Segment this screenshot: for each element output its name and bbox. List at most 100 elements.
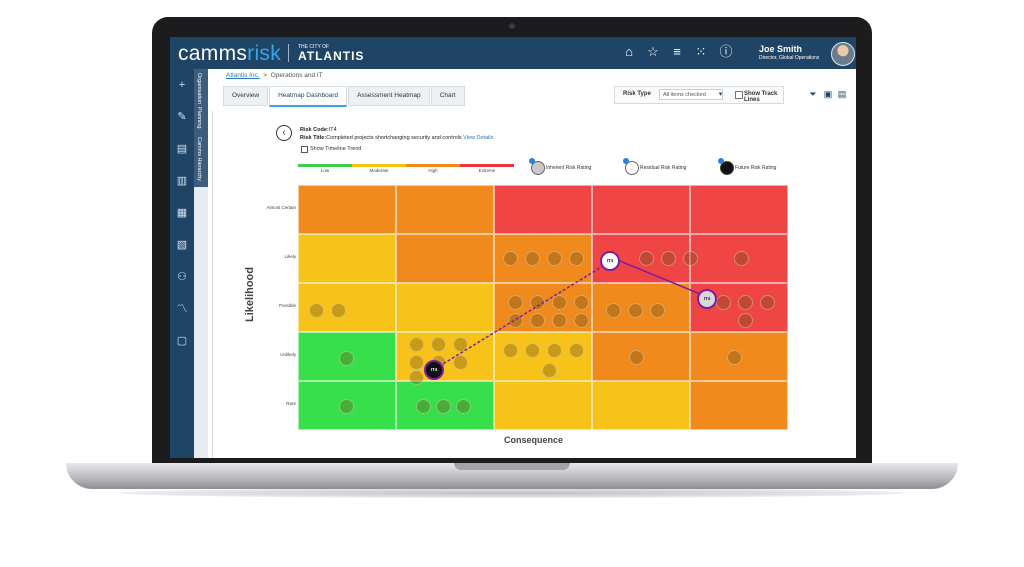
tab-assessment-heatmap[interactable]: Assessment Heatmap [348, 86, 430, 106]
breadcrumb: Atlantis Inc. > Operations and IT [226, 72, 323, 79]
risk-bubble[interactable] [525, 343, 540, 358]
risk-bubble[interactable] [339, 351, 354, 366]
show-track-lines-label[interactable]: Show Track Lines [744, 91, 778, 103]
show-track-lines-checkbox[interactable] [735, 91, 743, 99]
risk-bubble[interactable] [552, 295, 567, 310]
risk-bubble[interactable] [503, 343, 518, 358]
risk-bubble[interactable] [661, 251, 676, 266]
vtab-organisation[interactable]: Organisation [196, 73, 202, 105]
future-risk-marker[interactable]: IT4 [424, 360, 444, 380]
users-icon[interactable]: ⚇ [177, 271, 187, 283]
vtab-camms-hierarchy[interactable]: Camms Hierarchy [196, 137, 202, 182]
tab-heatmap-dashboard[interactable]: Heatmap Dashboard [269, 86, 348, 107]
risk-bubble[interactable] [309, 303, 324, 318]
export-icon[interactable]: ▤ [837, 89, 847, 99]
residual-rating-dot[interactable] [625, 161, 639, 175]
star-icon[interactable]: ☆ [647, 44, 659, 59]
help-icon[interactable]: ⓘ [719, 44, 733, 59]
risk-bubble[interactable] [727, 350, 742, 365]
risk-bubble[interactable] [629, 350, 644, 365]
risk-bubble[interactable] [431, 337, 446, 352]
risk-bubble[interactable] [760, 295, 775, 310]
risk-bubble[interactable] [409, 355, 424, 370]
avatar[interactable] [831, 42, 855, 66]
vtab-planning[interactable]: Planning [196, 107, 202, 129]
risk-bubble[interactable] [606, 303, 621, 318]
risk-bubble[interactable] [409, 337, 424, 352]
risk-bubble[interactable] [639, 251, 654, 266]
risk-bubble[interactable] [552, 313, 567, 328]
future-rating-dot[interactable] [720, 161, 734, 175]
home-icon[interactable]: ⌂ [625, 44, 633, 59]
risk-bubble[interactable] [650, 303, 665, 318]
file-icon[interactable]: ▢ [176, 335, 188, 347]
inherent-to-residual-line [614, 258, 706, 297]
risk-bubble[interactable] [574, 313, 589, 328]
back-button[interactable]: ‹ [276, 125, 292, 141]
heatmap-cell[interactable] [298, 234, 396, 283]
risk-bubble[interactable] [416, 399, 431, 414]
risk-bubble[interactable] [716, 295, 731, 310]
risk-bubble[interactable] [530, 313, 545, 328]
risk-bubble[interactable] [503, 251, 518, 266]
risk-bubble[interactable] [339, 399, 354, 414]
risk-bubble[interactable] [456, 399, 471, 414]
inherent-risk-marker[interactable]: IT4 [697, 289, 717, 309]
menu-icon[interactable]: ≡ [673, 44, 681, 59]
report-icon[interactable]: ▦ [176, 207, 188, 219]
show-timeline-trend-checkbox[interactable] [301, 146, 308, 153]
risk-bubble[interactable] [453, 337, 468, 352]
risk-bubble[interactable] [574, 295, 589, 310]
edit-icon[interactable]: ✎ [177, 111, 187, 123]
document-search-icon[interactable]: ▥ [176, 175, 188, 187]
list-icon[interactable]: ▧ [176, 239, 188, 251]
heatmap-cell[interactable] [592, 185, 690, 234]
document-edit-icon[interactable]: ▤ [176, 143, 188, 155]
heatmap-cell[interactable] [494, 381, 592, 430]
trend-icon[interactable]: 〽 [176, 303, 188, 315]
add-icon[interactable]: + [178, 79, 186, 91]
heatmap-cell[interactable] [396, 283, 494, 332]
show-timeline-trend-label[interactable]: Show Timeline Trend [310, 146, 362, 152]
risk-bubble[interactable] [525, 251, 540, 266]
risk-bubble[interactable] [331, 303, 346, 318]
risk-bubble[interactable] [436, 399, 451, 414]
heatmap-cell[interactable] [592, 381, 690, 430]
inherent-rating-dot[interactable] [531, 161, 545, 175]
risk-bubble[interactable] [569, 343, 584, 358]
residual-risk-marker[interactable]: IT4 [600, 251, 620, 271]
view-details-link[interactable]: View Details [463, 135, 494, 141]
risk-bubble[interactable] [508, 295, 523, 310]
heatmap-cell[interactable] [494, 185, 592, 234]
heatmap-cell[interactable] [298, 185, 396, 234]
risk-bubble[interactable] [530, 295, 545, 310]
risk-code: Risk Code:IT4 [300, 127, 337, 133]
risk-type-select[interactable]: All items checked [659, 89, 723, 100]
chevron-down-icon[interactable]: ▾ [718, 91, 723, 98]
risk-bubble[interactable] [508, 313, 523, 328]
risk-bubble[interactable] [569, 251, 584, 266]
user-name[interactable]: Joe Smith [759, 44, 803, 54]
tab-chart[interactable]: Chart [430, 86, 465, 106]
risk-bubble[interactable] [738, 313, 753, 328]
risk-bubble[interactable] [453, 355, 468, 370]
risk-bubble[interactable] [683, 251, 698, 266]
filter-icon[interactable]: ⏷ [809, 89, 817, 99]
risk-bubble[interactable] [738, 295, 753, 310]
breadcrumb-link[interactable]: Atlantis Inc. [226, 72, 260, 79]
tab-overview[interactable]: Overview [223, 86, 269, 106]
risk-bubble[interactable] [734, 251, 749, 266]
brand-logo[interactable]: cammsrisk [178, 42, 282, 65]
heatmap-cell[interactable] [690, 381, 788, 430]
risk-bubble[interactable] [547, 251, 562, 266]
heatmap-cell[interactable] [690, 185, 788, 234]
risk-bubble[interactable] [628, 303, 643, 318]
risk-bubble[interactable] [409, 370, 424, 385]
row-label-possible: Possible [278, 303, 296, 308]
risk-bubble[interactable] [542, 363, 557, 378]
heatmap-cell[interactable] [396, 234, 494, 283]
risk-bubble[interactable] [547, 343, 562, 358]
grid-icon[interactable]: ⁙ [695, 44, 707, 59]
print-icon[interactable]: ▣ [823, 89, 833, 99]
heatmap-cell[interactable] [396, 185, 494, 234]
